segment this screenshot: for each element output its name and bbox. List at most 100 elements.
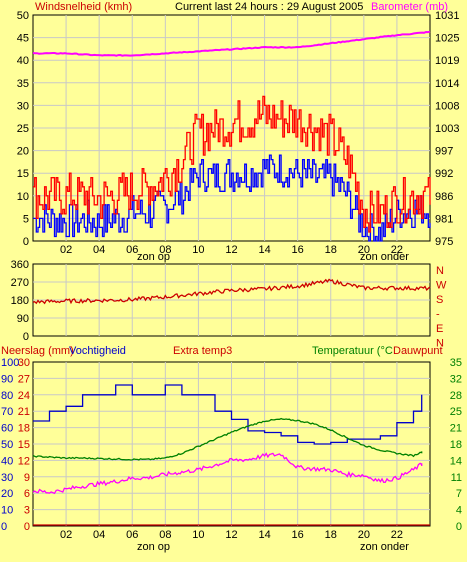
temperature-x-tick-label: 20 <box>358 529 370 541</box>
barometer-tick-label: 1025 <box>435 33 459 45</box>
wind-tick-label: 20 <box>17 146 29 158</box>
sunrise-label-bottom: zon op <box>137 541 170 553</box>
wind-series <box>32 30 431 242</box>
barometer-tick-label: 1014 <box>435 78 459 90</box>
temperature-tick-label: 21 <box>450 423 462 435</box>
dewpoint-axis-title: Dauwpunt <box>393 345 443 357</box>
temperature-x-tick-label: 10 <box>192 529 204 541</box>
wind-tick-label: 40 <box>17 55 29 67</box>
barometer-tick-label: 992 <box>435 168 453 180</box>
barometer-tick-label: 981 <box>435 213 453 225</box>
rain-tick-label: 30 <box>18 357 30 369</box>
wind-x-tick-label: 02 <box>60 244 72 256</box>
direction-series-line <box>32 278 431 305</box>
temperature-tick-label: 0 <box>456 521 462 533</box>
sunrise-label-top: zon op <box>137 251 170 263</box>
compass-label: N <box>436 265 444 277</box>
rain-tick-label: 15 <box>18 439 30 451</box>
rain-axis-title: Neerslag (mm) <box>1 345 74 357</box>
wind-tick-label: 50 <box>17 10 29 22</box>
direction-tick-label: 360 <box>11 259 29 271</box>
wind-x-tick-label: 10 <box>192 244 204 256</box>
wind-x-tick-label: 08 <box>159 244 171 256</box>
sunset-label-bottom: zon onder <box>360 541 409 553</box>
barometer-tick-label: 986 <box>435 191 453 203</box>
wind-series-line <box>33 154 431 242</box>
barometer-tick-label: 975 <box>435 236 453 248</box>
compass-label: E <box>436 323 443 335</box>
wind-x-tick-label: 20 <box>358 244 370 256</box>
temperature-x-tick-label: 18 <box>325 529 337 541</box>
wind-axis-title: Windsnelheid (kmh) <box>35 1 132 13</box>
barometer-tick-label: 1003 <box>435 123 459 135</box>
wind-tick-label: 5 <box>23 213 29 225</box>
humidity-tick-label: 20 <box>1 488 13 500</box>
wind-x-tick-label: 04 <box>93 244 105 256</box>
temperature-tick-label: 28 <box>450 390 462 402</box>
barometer-tick-label: 997 <box>435 146 453 158</box>
temperature-x-tick-label: 02 <box>60 529 72 541</box>
barometer-right-axis: 975 981 986 992 997 1003 1008 1014 1019 1025 1031 <box>435 10 459 248</box>
temperature-right-axis: 0 4 7 11 14 18 21 25 28 32 35 <box>450 357 462 533</box>
wind-x-tick-label: 06 <box>126 244 138 256</box>
direction-series <box>32 278 431 305</box>
temperature-tick-label: 7 <box>456 488 462 500</box>
temperature-x-tick-label: 04 <box>93 529 105 541</box>
rain-tick-label: 6 <box>24 488 30 500</box>
wind-x-tick-label: 18 <box>325 244 337 256</box>
temperature-series-line <box>32 417 423 461</box>
compass-label: - <box>436 309 440 321</box>
wind-tick-label: 10 <box>17 191 29 203</box>
extra-temp-title: Extra temp3 <box>173 345 232 357</box>
direction-tick-label: 180 <box>11 295 29 307</box>
humidity-tick-label: 10 <box>1 505 13 517</box>
temperature-x-tick-label: 16 <box>292 529 304 541</box>
humidity-tick-label: 30 <box>1 472 13 484</box>
wind-tick-label: 0 <box>23 236 29 248</box>
wind-left-axis: 0 5 10 15 20 25 30 35 40 45 50 <box>17 10 29 248</box>
wind-series-line <box>33 95 431 233</box>
humidity-tick-label: 50 <box>1 439 13 451</box>
rain-tick-label: 21 <box>18 406 30 418</box>
humidity-tick-label: 40 <box>1 455 13 467</box>
barometer-tick-label: 1008 <box>435 100 459 112</box>
temperature-x-tick-label: 08 <box>159 529 171 541</box>
direction-compass-labels: NWS-EN <box>436 265 447 350</box>
wind-barometer-panel: 0 5 10 15 20 25 30 35 40 45 50 975 981 986 992 997 1003… <box>17 1 460 263</box>
wind-tick-label: 45 <box>17 33 29 45</box>
humidity-tick-label: 100 <box>1 357 19 369</box>
rain-tick-label: 0 <box>24 521 30 533</box>
wind-series-line <box>32 30 431 57</box>
direction-tick-label: 0 <box>23 331 29 343</box>
humidity-tick-label: 0 <box>1 521 7 533</box>
wind-tick-label: 30 <box>17 100 29 112</box>
direction-left-axis: 0 90 180 270 360 <box>11 259 29 343</box>
temperature-x-tick-label: 12 <box>225 529 237 541</box>
barometer-tick-label: 1019 <box>435 55 459 67</box>
barometer-tick-label: 1031 <box>435 10 459 22</box>
temperature-axis-title: Temperatuur (°C <box>312 345 393 357</box>
temperature-x-tick-label: 06 <box>126 529 138 541</box>
wind-x-tick-label: 16 <box>292 244 304 256</box>
rain-tick-label: 27 <box>18 373 30 385</box>
temperature-tick-label: 14 <box>450 455 462 467</box>
direction-tick-label: 270 <box>11 277 29 289</box>
compass-label: N <box>436 338 444 350</box>
temperature-tick-label: 35 <box>450 357 462 369</box>
humidity-left-axis: 0 10 20 30 40 50 60 70 80 90 100 0 3 6 9 12 15 18 21 24 27 30 <box>1 357 30 533</box>
temperature-series-line <box>33 384 423 445</box>
temperature-tick-label: 32 <box>450 373 462 385</box>
wind-x-tick-label: 12 <box>225 244 237 256</box>
humidity-tick-label: 60 <box>1 423 13 435</box>
temperature-tick-label: 11 <box>451 472 462 484</box>
humidity-tick-label: 70 <box>1 406 13 418</box>
wind-tick-label: 15 <box>17 168 29 180</box>
temperature-tick-label: 25 <box>450 406 462 418</box>
rain-tick-label: 3 <box>24 505 30 517</box>
temperature-tick-label: 4 <box>456 505 462 517</box>
humidity-tick-label: 90 <box>1 373 13 385</box>
wind-tick-label: 35 <box>17 78 29 90</box>
compass-label: S <box>436 294 443 306</box>
temperature-x-tick-label: 22 <box>391 529 403 541</box>
